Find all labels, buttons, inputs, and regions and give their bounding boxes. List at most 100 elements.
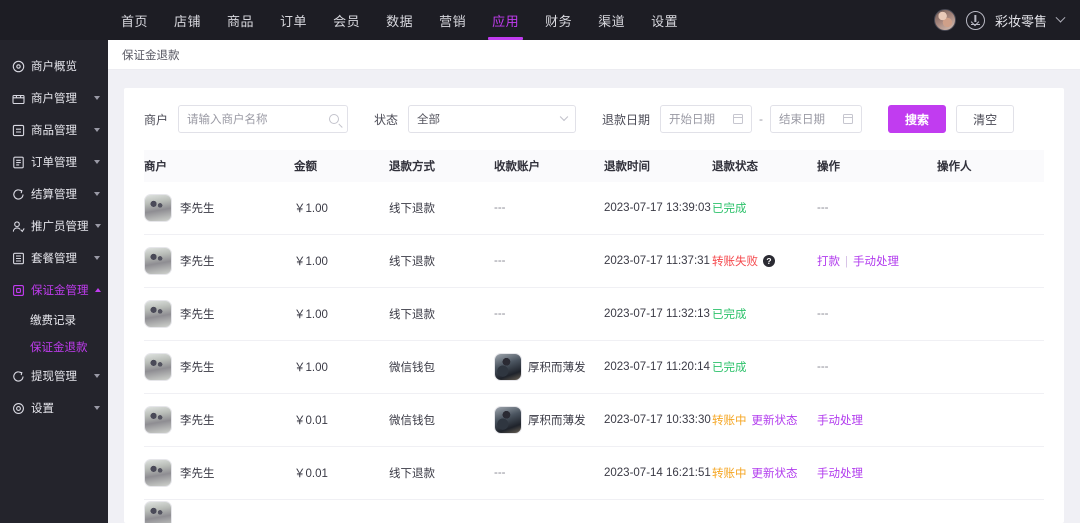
cell-refund-time: 2023-07-17 13:39:03 bbox=[604, 202, 711, 214]
chevron-down-icon[interactable] bbox=[94, 160, 100, 164]
sidebar: 商户概览 商户管理商品管理订单管理 结算管理推广员管理套餐管理保证金管理缴费记录保证… bbox=[0, 40, 108, 523]
action-link[interactable]: 手动处理 bbox=[817, 468, 863, 480]
calendar-icon[interactable] bbox=[843, 114, 854, 124]
date-end-value: 结束日期 bbox=[779, 114, 826, 126]
download-icon[interactable] bbox=[965, 10, 985, 30]
date-filter-label: 退款日期 bbox=[602, 112, 651, 127]
top-nav-item-9[interactable]: 渠道 bbox=[598, 13, 626, 29]
account-name: 厚积而薄发 bbox=[528, 415, 586, 427]
action-empty: --- bbox=[817, 308, 829, 320]
action-link[interactable]: 手动处理 bbox=[817, 415, 863, 427]
clear-button[interactable]: 清空 bbox=[956, 105, 1015, 133]
cell-refund-method: 线下退款 bbox=[389, 309, 435, 321]
help-icon[interactable]: ? bbox=[763, 255, 775, 267]
cell-refund-time: 2023-07-17 10:33:30 bbox=[604, 414, 711, 426]
sidebar-item-4[interactable]: 结算管理 bbox=[0, 178, 108, 210]
sidebar-subitem-1[interactable]: 保证金退款 bbox=[30, 341, 88, 354]
cell-refund-status: 已完成 bbox=[712, 306, 817, 322]
chevron-down-icon[interactable] bbox=[94, 224, 101, 228]
cell-merchant: 李先生 bbox=[144, 353, 294, 381]
status-badge: 转账中 bbox=[712, 415, 747, 427]
top-nav-item-8[interactable]: 财务 bbox=[545, 13, 573, 29]
cell-account: --- bbox=[494, 308, 604, 320]
account-name: --- bbox=[494, 308, 506, 320]
cell-account: 厚积而薄发 bbox=[494, 406, 604, 434]
sidebar-item-0[interactable]: 商户概览 bbox=[0, 50, 108, 82]
user-avatar[interactable] bbox=[933, 9, 956, 31]
search-icon[interactable] bbox=[329, 114, 340, 124]
account-name: --- bbox=[494, 255, 506, 267]
date-start-input[interactable]: 开始日期 bbox=[660, 105, 753, 133]
update-status-link[interactable]: 更新状态 bbox=[751, 415, 798, 427]
table-row: 李先生 ￥1.00 微信钱包 厚积而薄发 2023-07-17 11:20:14 已完成 -… bbox=[144, 341, 1044, 394]
cell-actions: 手动处理 bbox=[817, 412, 937, 428]
chevron-down-icon[interactable] bbox=[94, 256, 100, 260]
chevron-down-icon[interactable] bbox=[94, 192, 100, 196]
account-avatar bbox=[494, 406, 522, 434]
sidebar-item-label: 套餐管理 bbox=[31, 253, 77, 265]
cell-refund-status: 转账中 更新状态 bbox=[712, 412, 817, 428]
table-row: 李先生 ￥1.00 线下退款 --- 2023-07-17 11:37:31 转账失败? 打… bbox=[144, 235, 1044, 288]
search-button[interactable]: 搜索 bbox=[888, 105, 947, 133]
merchant-search-input[interactable]: 请输入商户名称 bbox=[178, 105, 349, 133]
top-nav-item-7[interactable]: 应用 bbox=[479, 0, 532, 40]
sidebar-subitem-0[interactable]: 缴费记录 bbox=[30, 314, 76, 327]
cell-refund-status: 转账中 更新状态 bbox=[712, 465, 817, 481]
top-nav-item-5[interactable]: 数据 bbox=[386, 13, 414, 29]
update-status-link[interactable]: 更新状态 bbox=[751, 468, 798, 480]
top-nav-item-2[interactable]: 商品 bbox=[227, 13, 255, 29]
order-icon bbox=[12, 156, 25, 169]
sidebar-item-6[interactable]: 套餐管理 bbox=[0, 242, 108, 274]
merchant-thumbnail bbox=[144, 406, 172, 434]
column-header-6: 操作 bbox=[817, 161, 840, 173]
status-select[interactable]: 全部 bbox=[408, 105, 577, 133]
sidebar-item-2[interactable]: 商品管理 bbox=[0, 114, 108, 146]
cell-amount: ￥1.00 bbox=[294, 203, 328, 215]
cell-refund-status: 转账失败? bbox=[712, 253, 817, 269]
action-empty: --- bbox=[817, 202, 829, 214]
dashboard-icon bbox=[12, 60, 25, 73]
sidebar-item-1[interactable]: 商户管理 bbox=[0, 82, 108, 114]
cell-refund-time: 2023-07-17 11:20:14 bbox=[604, 361, 710, 373]
date-end-input[interactable]: 结束日期 bbox=[770, 105, 863, 133]
chevron-down-icon[interactable] bbox=[94, 406, 100, 410]
merchant-filter-group: 商户 请输入商户名称 bbox=[144, 105, 349, 133]
topbar-right-cluster: 彩妆零售 bbox=[933, 0, 1080, 40]
chevron-down-icon[interactable] bbox=[94, 374, 100, 378]
calendar-icon[interactable] bbox=[733, 114, 744, 124]
cell-amount: ￥0.01 bbox=[294, 415, 328, 427]
column-header-4: 退款时间 bbox=[604, 161, 650, 173]
action-link[interactable]: 打款 bbox=[817, 256, 840, 268]
shop-icon bbox=[12, 92, 25, 105]
merchant-input-value: 请输入商户名称 bbox=[187, 114, 268, 126]
merchant-name: 李先生 bbox=[180, 203, 215, 215]
top-nav-item-1[interactable]: 店铺 bbox=[174, 13, 202, 29]
cell-actions: 手动处理 bbox=[817, 465, 937, 481]
top-nav-item-3[interactable]: 订单 bbox=[280, 13, 308, 29]
column-header-7: 操作人 bbox=[937, 161, 972, 173]
chevron-down-icon[interactable] bbox=[559, 112, 569, 122]
top-nav-item-0[interactable]: 首页 bbox=[121, 13, 149, 29]
status-select-value: 全部 bbox=[417, 114, 441, 126]
sidebar-item-label: 推广员管理 bbox=[31, 221, 89, 233]
cell-actions: --- bbox=[817, 361, 937, 373]
status-filter-group: 状态 全部 bbox=[374, 105, 577, 133]
sidebar-item-3[interactable]: 订单管理 bbox=[0, 146, 108, 178]
action-link[interactable]: 手动处理 bbox=[853, 256, 899, 268]
top-nav-item-4[interactable]: 会员 bbox=[333, 13, 361, 29]
chevron-down-icon[interactable] bbox=[1055, 12, 1066, 23]
account-name: 厚积而薄发 bbox=[528, 362, 586, 374]
sidebar-item-8[interactable]: 提现管理 bbox=[0, 360, 108, 392]
top-nav-item-6[interactable]: 营销 bbox=[439, 13, 467, 29]
top-nav-item-10[interactable]: 设置 bbox=[651, 13, 679, 29]
chevron-up-icon[interactable] bbox=[94, 288, 101, 292]
sidebar-item-5[interactable]: 推广员管理 bbox=[0, 210, 108, 242]
merchant-name: 李先生 bbox=[180, 468, 215, 480]
chevron-down-icon[interactable] bbox=[94, 128, 100, 132]
sidebar-item-7[interactable]: 保证金管理 bbox=[0, 274, 108, 306]
merchant-name: 李先生 bbox=[180, 362, 215, 374]
chevron-down-icon[interactable] bbox=[94, 96, 100, 100]
sidebar-item-label: 保证金管理 bbox=[31, 285, 89, 297]
sidebar-item-label: 商品管理 bbox=[31, 125, 77, 137]
sidebar-item-9[interactable]: 设置 bbox=[0, 392, 108, 424]
